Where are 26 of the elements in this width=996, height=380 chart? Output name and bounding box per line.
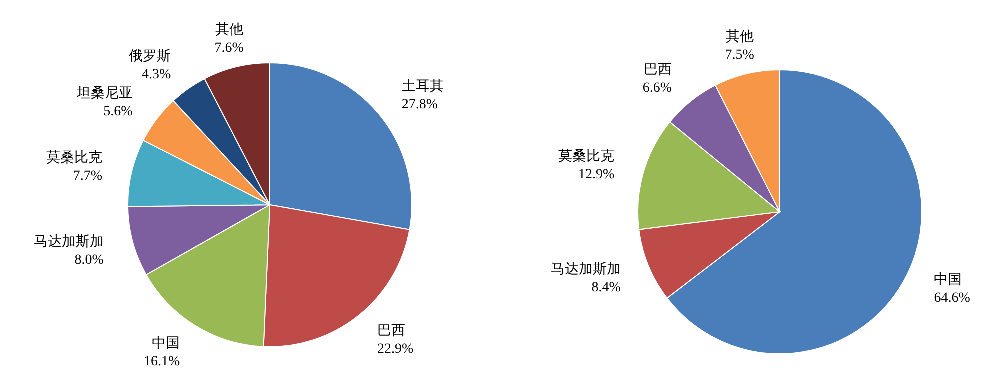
slice-label: 马达加斯加 [550,261,621,278]
data-label: 22.9% [378,342,414,358]
data-label: 7.7% [73,168,103,184]
slice-label: 其他 [215,22,244,38]
slice-label: 坦桑尼亚 [76,85,133,102]
data-label: 64.6% [934,291,971,306]
data-label: 8.4% [592,280,622,296]
data-label: 7.5% [725,48,755,63]
data-label: 27.8% [402,98,438,113]
slice-label: 土耳其 [402,78,444,95]
slice-label: 巴西 [378,324,406,340]
slice-label: 莫桑比克 [558,148,615,165]
data-label: 12.9% [578,168,616,183]
data-label: 8.0% [74,252,104,268]
slice-label: 莫桑比克 [46,150,103,166]
data-label: 16.1% [144,354,180,370]
slice-label: 俄罗斯 [129,48,172,64]
slice-label: 巴西 [644,63,672,78]
data-label: 5.6% [104,104,134,120]
slice-label: 中国 [152,336,180,352]
slice-label: 中国 [934,272,962,288]
data-label: 7.6% [214,40,244,56]
data-label: 6.6% [642,81,672,96]
data-label: 4.3% [142,67,172,82]
slice-label: 其他 [726,28,754,45]
slice-label: 马达加斯加 [34,234,104,250]
